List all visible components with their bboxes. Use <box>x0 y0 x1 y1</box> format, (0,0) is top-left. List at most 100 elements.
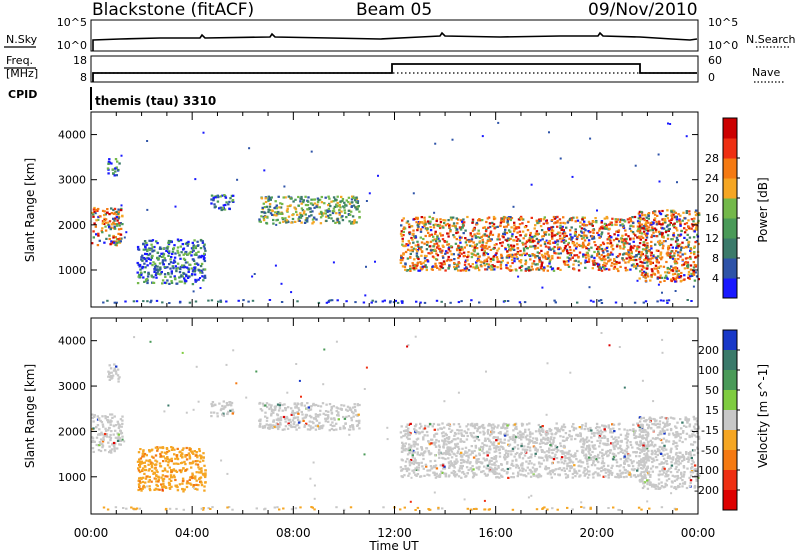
scatter-cell <box>106 299 109 302</box>
scatter-cell <box>194 487 197 490</box>
scatter-cell <box>546 450 549 453</box>
scatter-cell <box>448 440 451 444</box>
scatter-cell <box>616 267 619 271</box>
scatter-cell <box>165 249 168 252</box>
scatter-cell <box>151 462 154 465</box>
scatter-cell <box>455 238 458 241</box>
scatter-cell <box>553 222 556 225</box>
scatter-cell <box>153 488 156 491</box>
scatter-cell <box>461 459 465 462</box>
scatter-cell <box>566 221 569 224</box>
scatter-cell <box>576 237 579 240</box>
scatter-cell <box>335 428 338 431</box>
scatter-cell <box>613 259 616 262</box>
scatter-cell <box>157 480 160 483</box>
scatter-cell <box>649 254 653 257</box>
scatter-cell <box>184 469 188 472</box>
scatter-cell <box>201 271 204 274</box>
scatter-cell <box>604 475 607 478</box>
scatter-cell <box>528 254 531 257</box>
scatter-cell <box>312 217 316 220</box>
scatter-cell <box>167 449 171 453</box>
scatter-cell <box>294 208 298 211</box>
scatter-cell <box>475 261 478 264</box>
scatter-cell <box>616 218 619 221</box>
scatter-cell <box>444 269 447 272</box>
scatter-cell <box>388 301 392 304</box>
scatter-cell <box>120 207 123 210</box>
scatter-cell <box>284 420 287 423</box>
scatter-cell <box>119 443 122 446</box>
scatter-cell <box>358 216 361 219</box>
scatter-cell <box>305 407 308 410</box>
scatter-cell <box>559 226 562 230</box>
scatter-cell <box>285 219 289 222</box>
scatter-cell <box>287 406 290 409</box>
scatter-cell <box>584 245 587 248</box>
scatter-cell <box>449 229 452 232</box>
scatter-cell <box>202 279 205 282</box>
scatter-cell <box>170 446 173 449</box>
scatter-cell <box>109 367 113 370</box>
scatter-cell <box>631 429 635 432</box>
scatter-cell <box>639 270 642 273</box>
scatter-cell <box>530 265 533 268</box>
scatter-cell <box>568 246 572 249</box>
scatter-cell <box>140 256 143 259</box>
scatter-cell <box>123 236 126 239</box>
scatter-cell <box>667 228 670 231</box>
scatter-cell <box>437 237 440 240</box>
scatter-cell <box>270 196 273 199</box>
scatter-cell <box>330 217 333 220</box>
scatter-cell <box>164 457 167 460</box>
scatter-cell <box>277 419 280 422</box>
scatter-cell <box>426 434 429 437</box>
scatter-cell <box>175 485 178 488</box>
scatter-cell <box>137 488 140 492</box>
scatter-cell <box>423 265 426 268</box>
scatter-cell <box>624 261 627 264</box>
scatter-cell <box>556 243 559 246</box>
scatter-cell <box>159 452 162 456</box>
scatter-cell <box>494 253 497 256</box>
scatter-cell <box>183 488 186 491</box>
scatter-cell <box>521 241 524 244</box>
scatter-cell <box>667 122 669 125</box>
scatter-cell <box>92 230 95 233</box>
scatter-cell <box>317 414 320 417</box>
scatter-cell <box>290 291 293 294</box>
scatter-cell <box>688 210 691 213</box>
scatter-cell <box>283 185 286 188</box>
scatter-cell <box>559 221 562 224</box>
scatter-cell <box>598 445 601 448</box>
scatter-cell <box>633 244 636 248</box>
scatter-cell <box>417 257 420 261</box>
scatter-cell <box>101 433 104 436</box>
scatter-cell <box>121 214 124 217</box>
scatter-cell <box>612 455 616 458</box>
scatter-cell <box>599 433 603 436</box>
scatter-cell <box>275 204 278 207</box>
scatter-cell <box>194 460 198 463</box>
scatter-cell <box>659 252 663 255</box>
scatter-cell <box>534 224 537 227</box>
scatter-cell <box>517 226 521 229</box>
scatter-cell <box>524 269 527 272</box>
scatter-cell <box>168 302 171 304</box>
scatter-cell <box>229 401 232 404</box>
scatter-cell <box>571 242 575 245</box>
scatter-cell <box>274 211 277 214</box>
scatter-cell <box>105 433 109 436</box>
scatter-cell <box>443 221 446 225</box>
scatter-cell <box>108 161 112 164</box>
scatter-cell <box>272 409 275 412</box>
scatter-cell <box>544 257 548 260</box>
scatter-cell <box>486 430 489 433</box>
scatter-cell <box>188 457 192 460</box>
scatter-cell <box>348 202 352 205</box>
scatter-cell <box>166 470 169 473</box>
scatter-cell <box>456 428 459 432</box>
scatter-cell <box>642 301 645 304</box>
scatter-cell <box>341 219 345 222</box>
station-title: Blackstone (fitACF) <box>92 0 255 20</box>
